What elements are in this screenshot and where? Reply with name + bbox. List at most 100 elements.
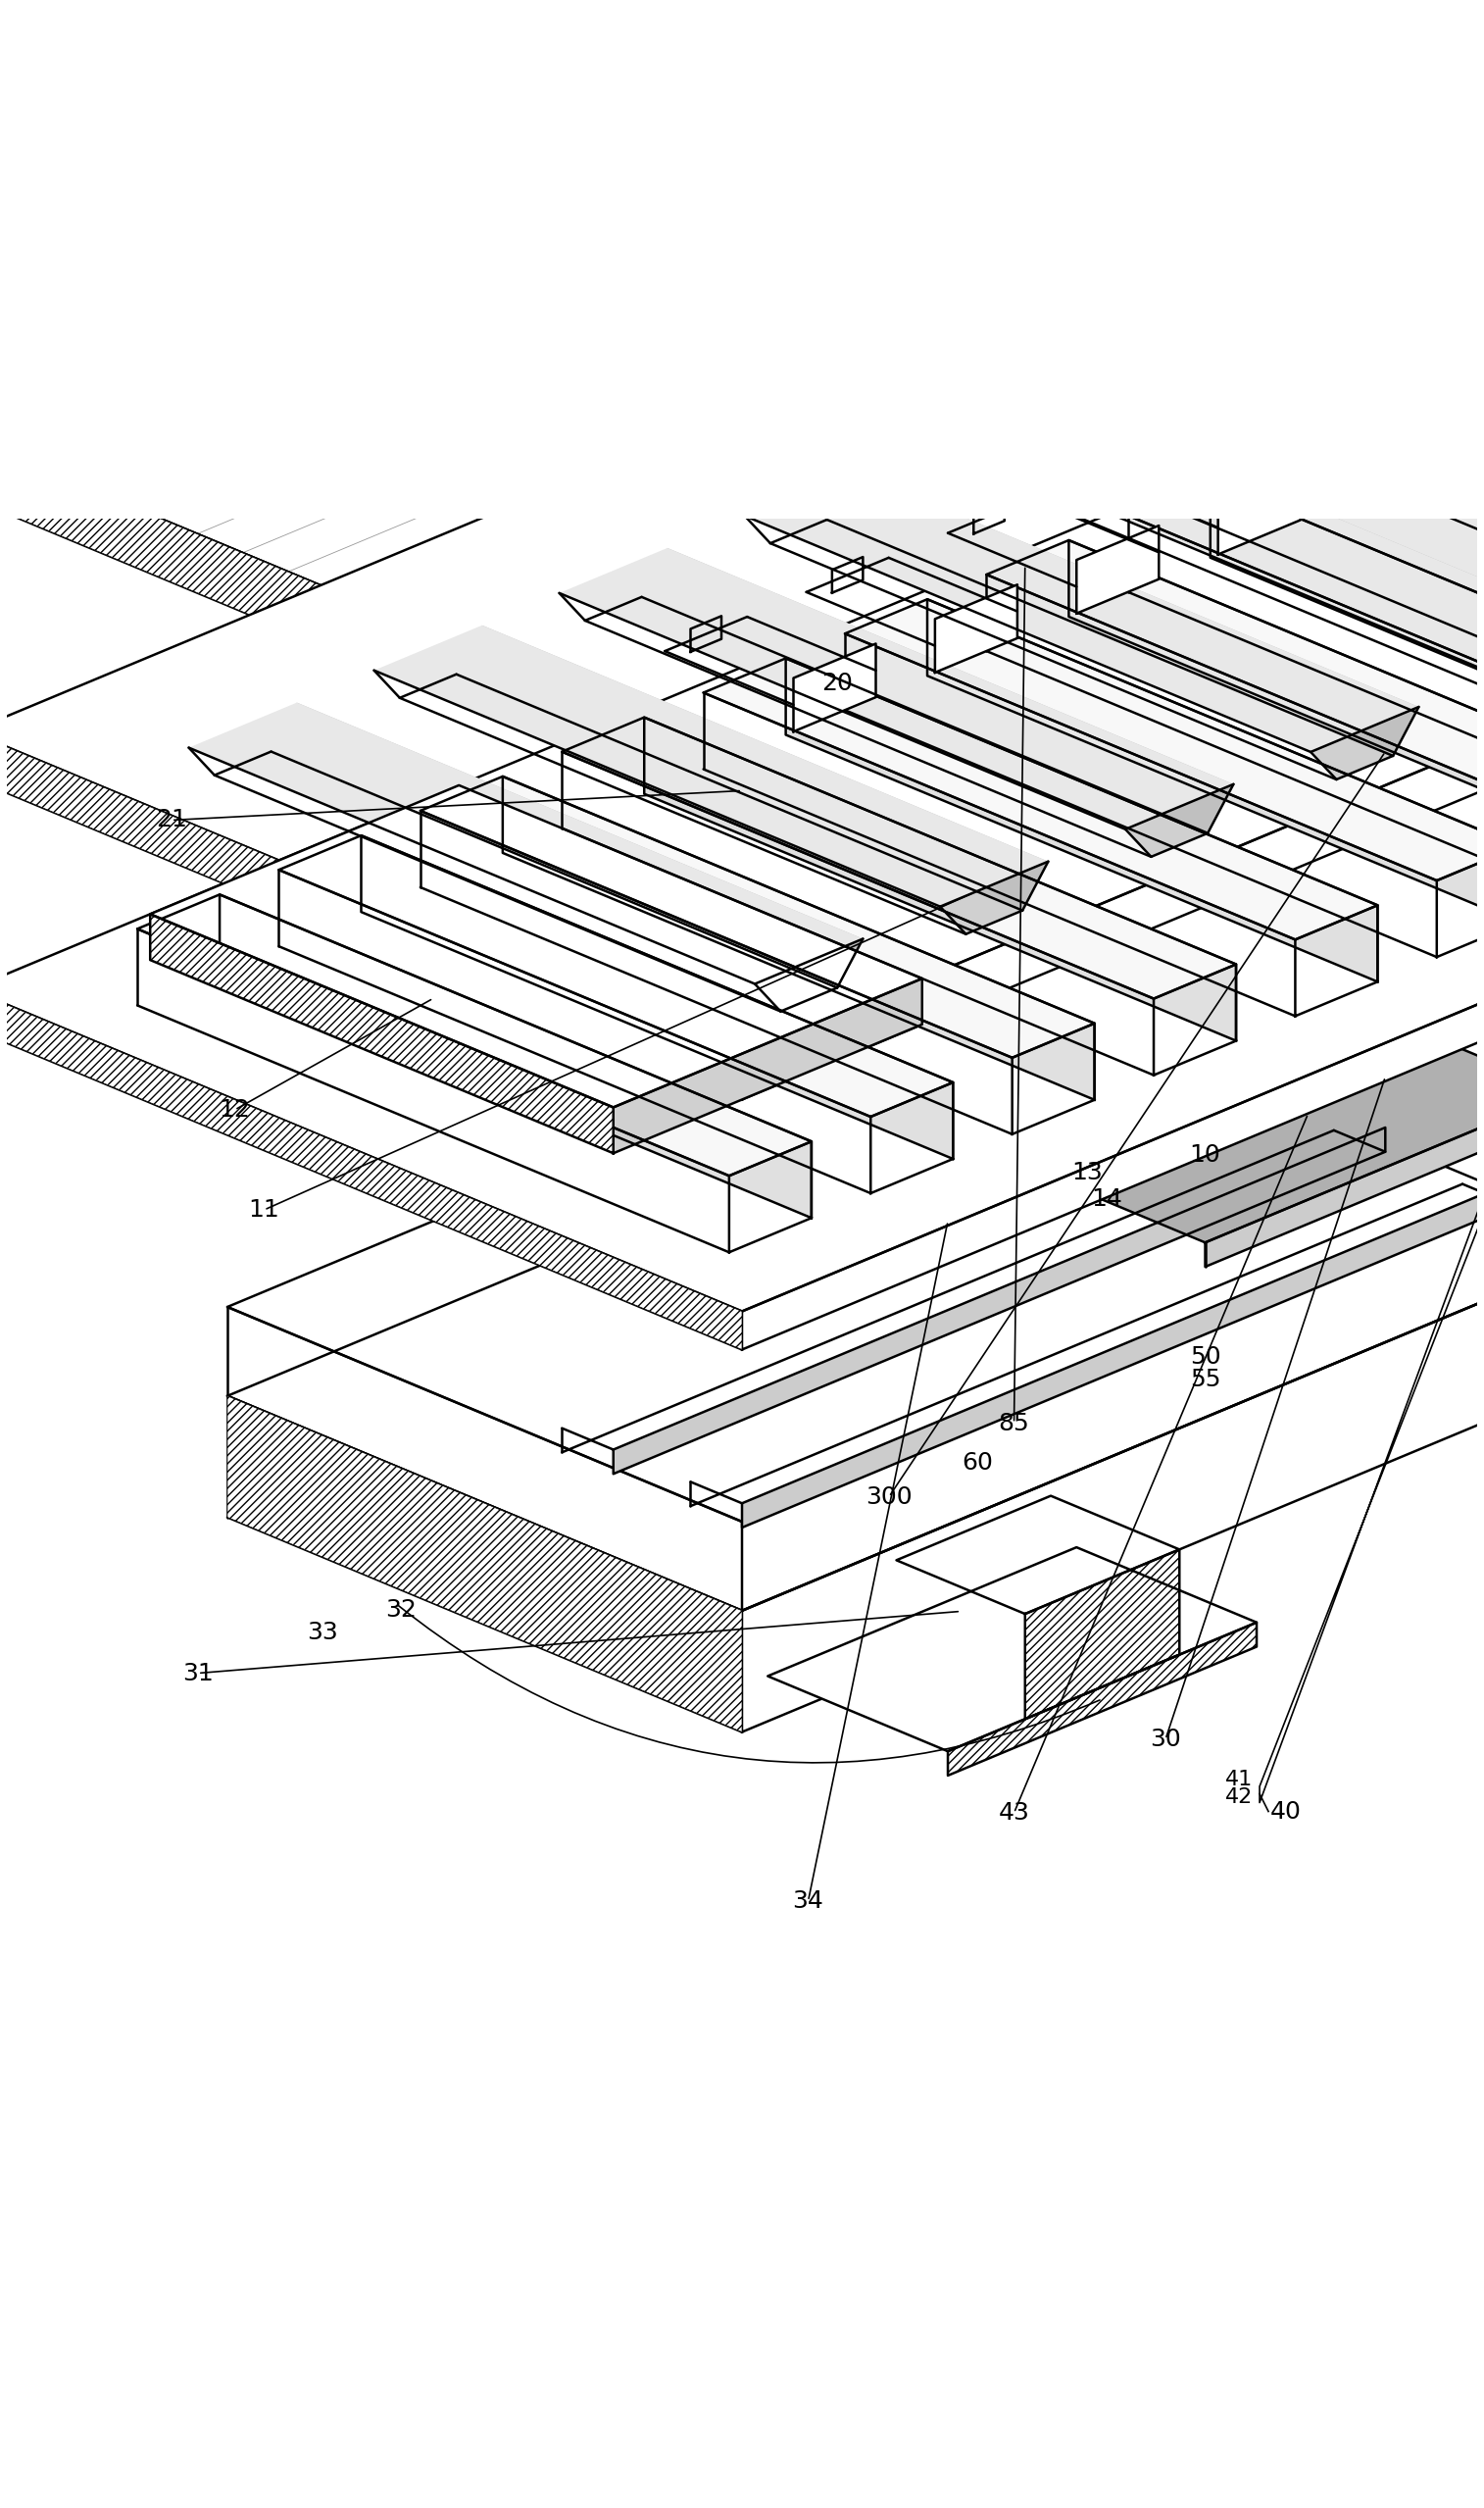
Polygon shape xyxy=(272,702,862,988)
Polygon shape xyxy=(767,1547,1257,1751)
Polygon shape xyxy=(1205,1091,1484,1267)
Polygon shape xyxy=(1437,845,1484,958)
Text: 55: 55 xyxy=(1190,1367,1221,1392)
Polygon shape xyxy=(150,785,922,1109)
Polygon shape xyxy=(1257,0,1484,283)
Polygon shape xyxy=(613,978,922,1154)
Polygon shape xyxy=(220,895,812,1219)
Polygon shape xyxy=(0,732,742,1099)
Polygon shape xyxy=(1076,316,1334,469)
Text: 34: 34 xyxy=(792,1889,824,1914)
Polygon shape xyxy=(457,624,1048,910)
Polygon shape xyxy=(703,657,1377,940)
Polygon shape xyxy=(0,451,1484,1312)
Polygon shape xyxy=(745,472,1419,752)
Polygon shape xyxy=(1296,951,1484,1166)
Polygon shape xyxy=(1463,334,1484,456)
Text: 21: 21 xyxy=(156,808,187,833)
Polygon shape xyxy=(1211,482,1484,805)
Polygon shape xyxy=(935,584,1018,672)
Polygon shape xyxy=(742,775,1484,1349)
Text: 42: 42 xyxy=(1226,1786,1252,1806)
Polygon shape xyxy=(1257,878,1484,1181)
Polygon shape xyxy=(138,895,812,1176)
Polygon shape xyxy=(227,1397,742,1733)
Polygon shape xyxy=(503,777,1095,1101)
Polygon shape xyxy=(785,657,1377,981)
Polygon shape xyxy=(1257,903,1296,946)
Polygon shape xyxy=(1076,527,1159,614)
Polygon shape xyxy=(1257,930,1296,966)
Polygon shape xyxy=(1025,1550,1180,1718)
Polygon shape xyxy=(1012,394,1484,680)
Polygon shape xyxy=(1218,466,1300,554)
Polygon shape xyxy=(844,599,1484,880)
Polygon shape xyxy=(827,472,1419,755)
Text: 30: 30 xyxy=(1150,1728,1181,1751)
Text: 11: 11 xyxy=(248,1199,279,1221)
Text: 13: 13 xyxy=(1071,1161,1103,1184)
Polygon shape xyxy=(1103,183,1484,431)
Polygon shape xyxy=(755,938,862,1011)
Text: 12: 12 xyxy=(220,1099,251,1121)
Polygon shape xyxy=(613,1129,1385,1475)
Polygon shape xyxy=(729,1141,812,1251)
Text: 20: 20 xyxy=(822,672,853,695)
Polygon shape xyxy=(0,439,742,820)
Text: 300: 300 xyxy=(865,1485,913,1507)
Polygon shape xyxy=(1114,316,1484,597)
Polygon shape xyxy=(948,308,1334,469)
Polygon shape xyxy=(227,878,1484,1522)
Polygon shape xyxy=(1012,1023,1095,1134)
Polygon shape xyxy=(742,223,1484,820)
Text: 85: 85 xyxy=(999,1412,1030,1435)
Polygon shape xyxy=(896,963,1484,1241)
Polygon shape xyxy=(1257,376,1484,813)
Polygon shape xyxy=(1296,930,1484,1144)
Polygon shape xyxy=(742,517,1484,1099)
Polygon shape xyxy=(896,1495,1180,1615)
Polygon shape xyxy=(948,308,1334,469)
Polygon shape xyxy=(1310,707,1419,780)
Polygon shape xyxy=(928,599,1484,923)
Polygon shape xyxy=(987,539,1484,823)
Polygon shape xyxy=(742,1181,1484,1733)
Polygon shape xyxy=(742,1181,1484,1527)
Polygon shape xyxy=(948,1623,1257,1776)
Polygon shape xyxy=(930,394,1484,675)
Polygon shape xyxy=(374,624,1048,905)
Polygon shape xyxy=(279,835,953,1116)
Text: 60: 60 xyxy=(962,1452,993,1475)
Text: 14: 14 xyxy=(1091,1189,1122,1211)
Polygon shape xyxy=(641,547,1233,833)
Text: 43: 43 xyxy=(999,1801,1030,1826)
Polygon shape xyxy=(361,835,953,1159)
Polygon shape xyxy=(941,860,1048,933)
Text: 41: 41 xyxy=(1226,1768,1252,1788)
Text: 50: 50 xyxy=(1190,1344,1221,1369)
Polygon shape xyxy=(1153,963,1236,1076)
Polygon shape xyxy=(150,913,613,1154)
Polygon shape xyxy=(948,1623,1257,1776)
Polygon shape xyxy=(0,988,742,1349)
Polygon shape xyxy=(1128,482,1484,762)
Polygon shape xyxy=(871,1083,953,1194)
Polygon shape xyxy=(188,702,862,983)
Polygon shape xyxy=(644,717,1236,1041)
Polygon shape xyxy=(1068,539,1484,863)
Text: 32: 32 xyxy=(386,1598,417,1623)
Polygon shape xyxy=(1296,905,1377,1016)
Polygon shape xyxy=(420,777,1095,1058)
Polygon shape xyxy=(742,1091,1484,1610)
Polygon shape xyxy=(1125,785,1233,858)
Polygon shape xyxy=(562,717,1236,998)
Polygon shape xyxy=(1198,316,1484,602)
Text: 40: 40 xyxy=(1270,1801,1301,1823)
Text: 10: 10 xyxy=(1190,1144,1221,1166)
Text: 31: 31 xyxy=(183,1660,214,1685)
Polygon shape xyxy=(1257,966,1484,1302)
Polygon shape xyxy=(1205,263,1334,361)
Polygon shape xyxy=(0,196,1484,1053)
Polygon shape xyxy=(1025,1550,1180,1718)
Polygon shape xyxy=(150,913,613,1154)
